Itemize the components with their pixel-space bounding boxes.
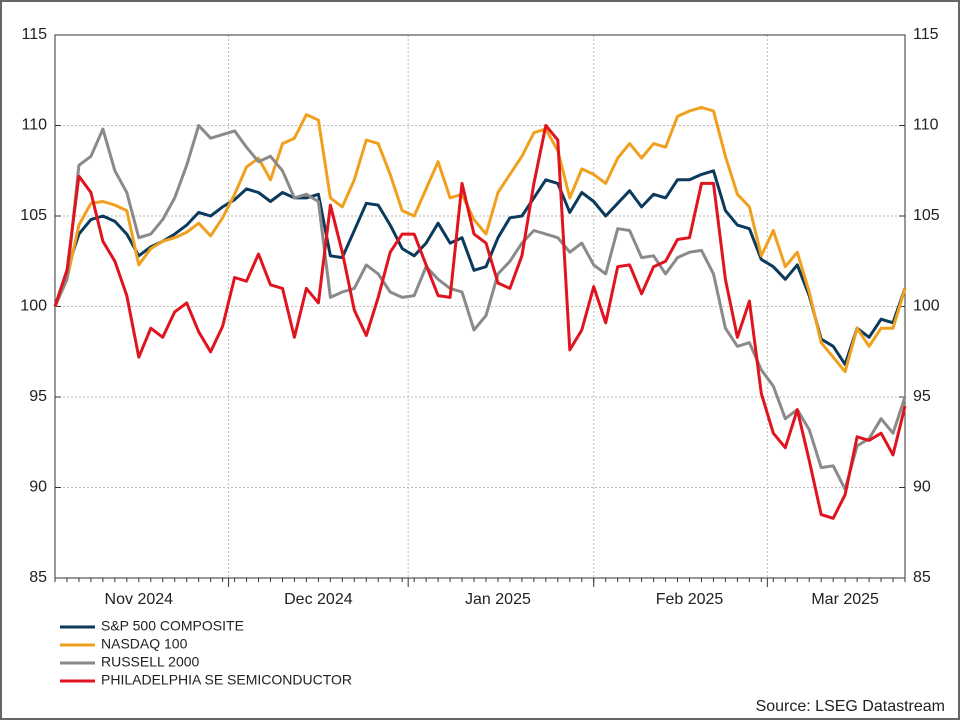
- legend-label: NASDAQ 100: [101, 636, 188, 652]
- y-tick-label-right: 115: [913, 26, 939, 43]
- series-line: [53, 124, 907, 491]
- y-tick-label-right: 110: [913, 117, 939, 134]
- x-tick-label: Mar 2025: [811, 591, 879, 608]
- source-note: Source: LSEG Datastream: [756, 698, 945, 715]
- y-tick-label-right: 105: [913, 207, 940, 224]
- x-tick-label: Dec 2024: [284, 591, 353, 608]
- series-line: [53, 105, 907, 374]
- y-tick-label: 90: [29, 479, 47, 496]
- y-tick-label: 100: [20, 298, 47, 315]
- y-tick-label-right: 100: [913, 298, 940, 315]
- y-tick-label-right: 85: [913, 569, 931, 586]
- y-tick-label: 110: [21, 117, 47, 134]
- series-line: [53, 124, 907, 520]
- y-tick-label: 105: [20, 207, 47, 224]
- x-tick-label: Feb 2025: [656, 591, 724, 608]
- series-line: [53, 169, 907, 366]
- y-tick-label: 85: [29, 569, 47, 586]
- x-tick-label: Jan 2025: [465, 591, 531, 608]
- y-tick-label: 115: [21, 26, 47, 43]
- x-tick-label: Nov 2024: [105, 591, 174, 608]
- y-tick-label-right: 90: [913, 479, 931, 496]
- legend-label: RUSSELL 2000: [101, 654, 200, 670]
- y-tick-label: 95: [29, 388, 47, 405]
- y-tick-label-right: 95: [913, 388, 931, 405]
- legend-label: S&P 500 COMPOSITE: [101, 618, 244, 634]
- legend-label: PHILADELPHIA SE SEMICONDUCTOR: [101, 672, 352, 688]
